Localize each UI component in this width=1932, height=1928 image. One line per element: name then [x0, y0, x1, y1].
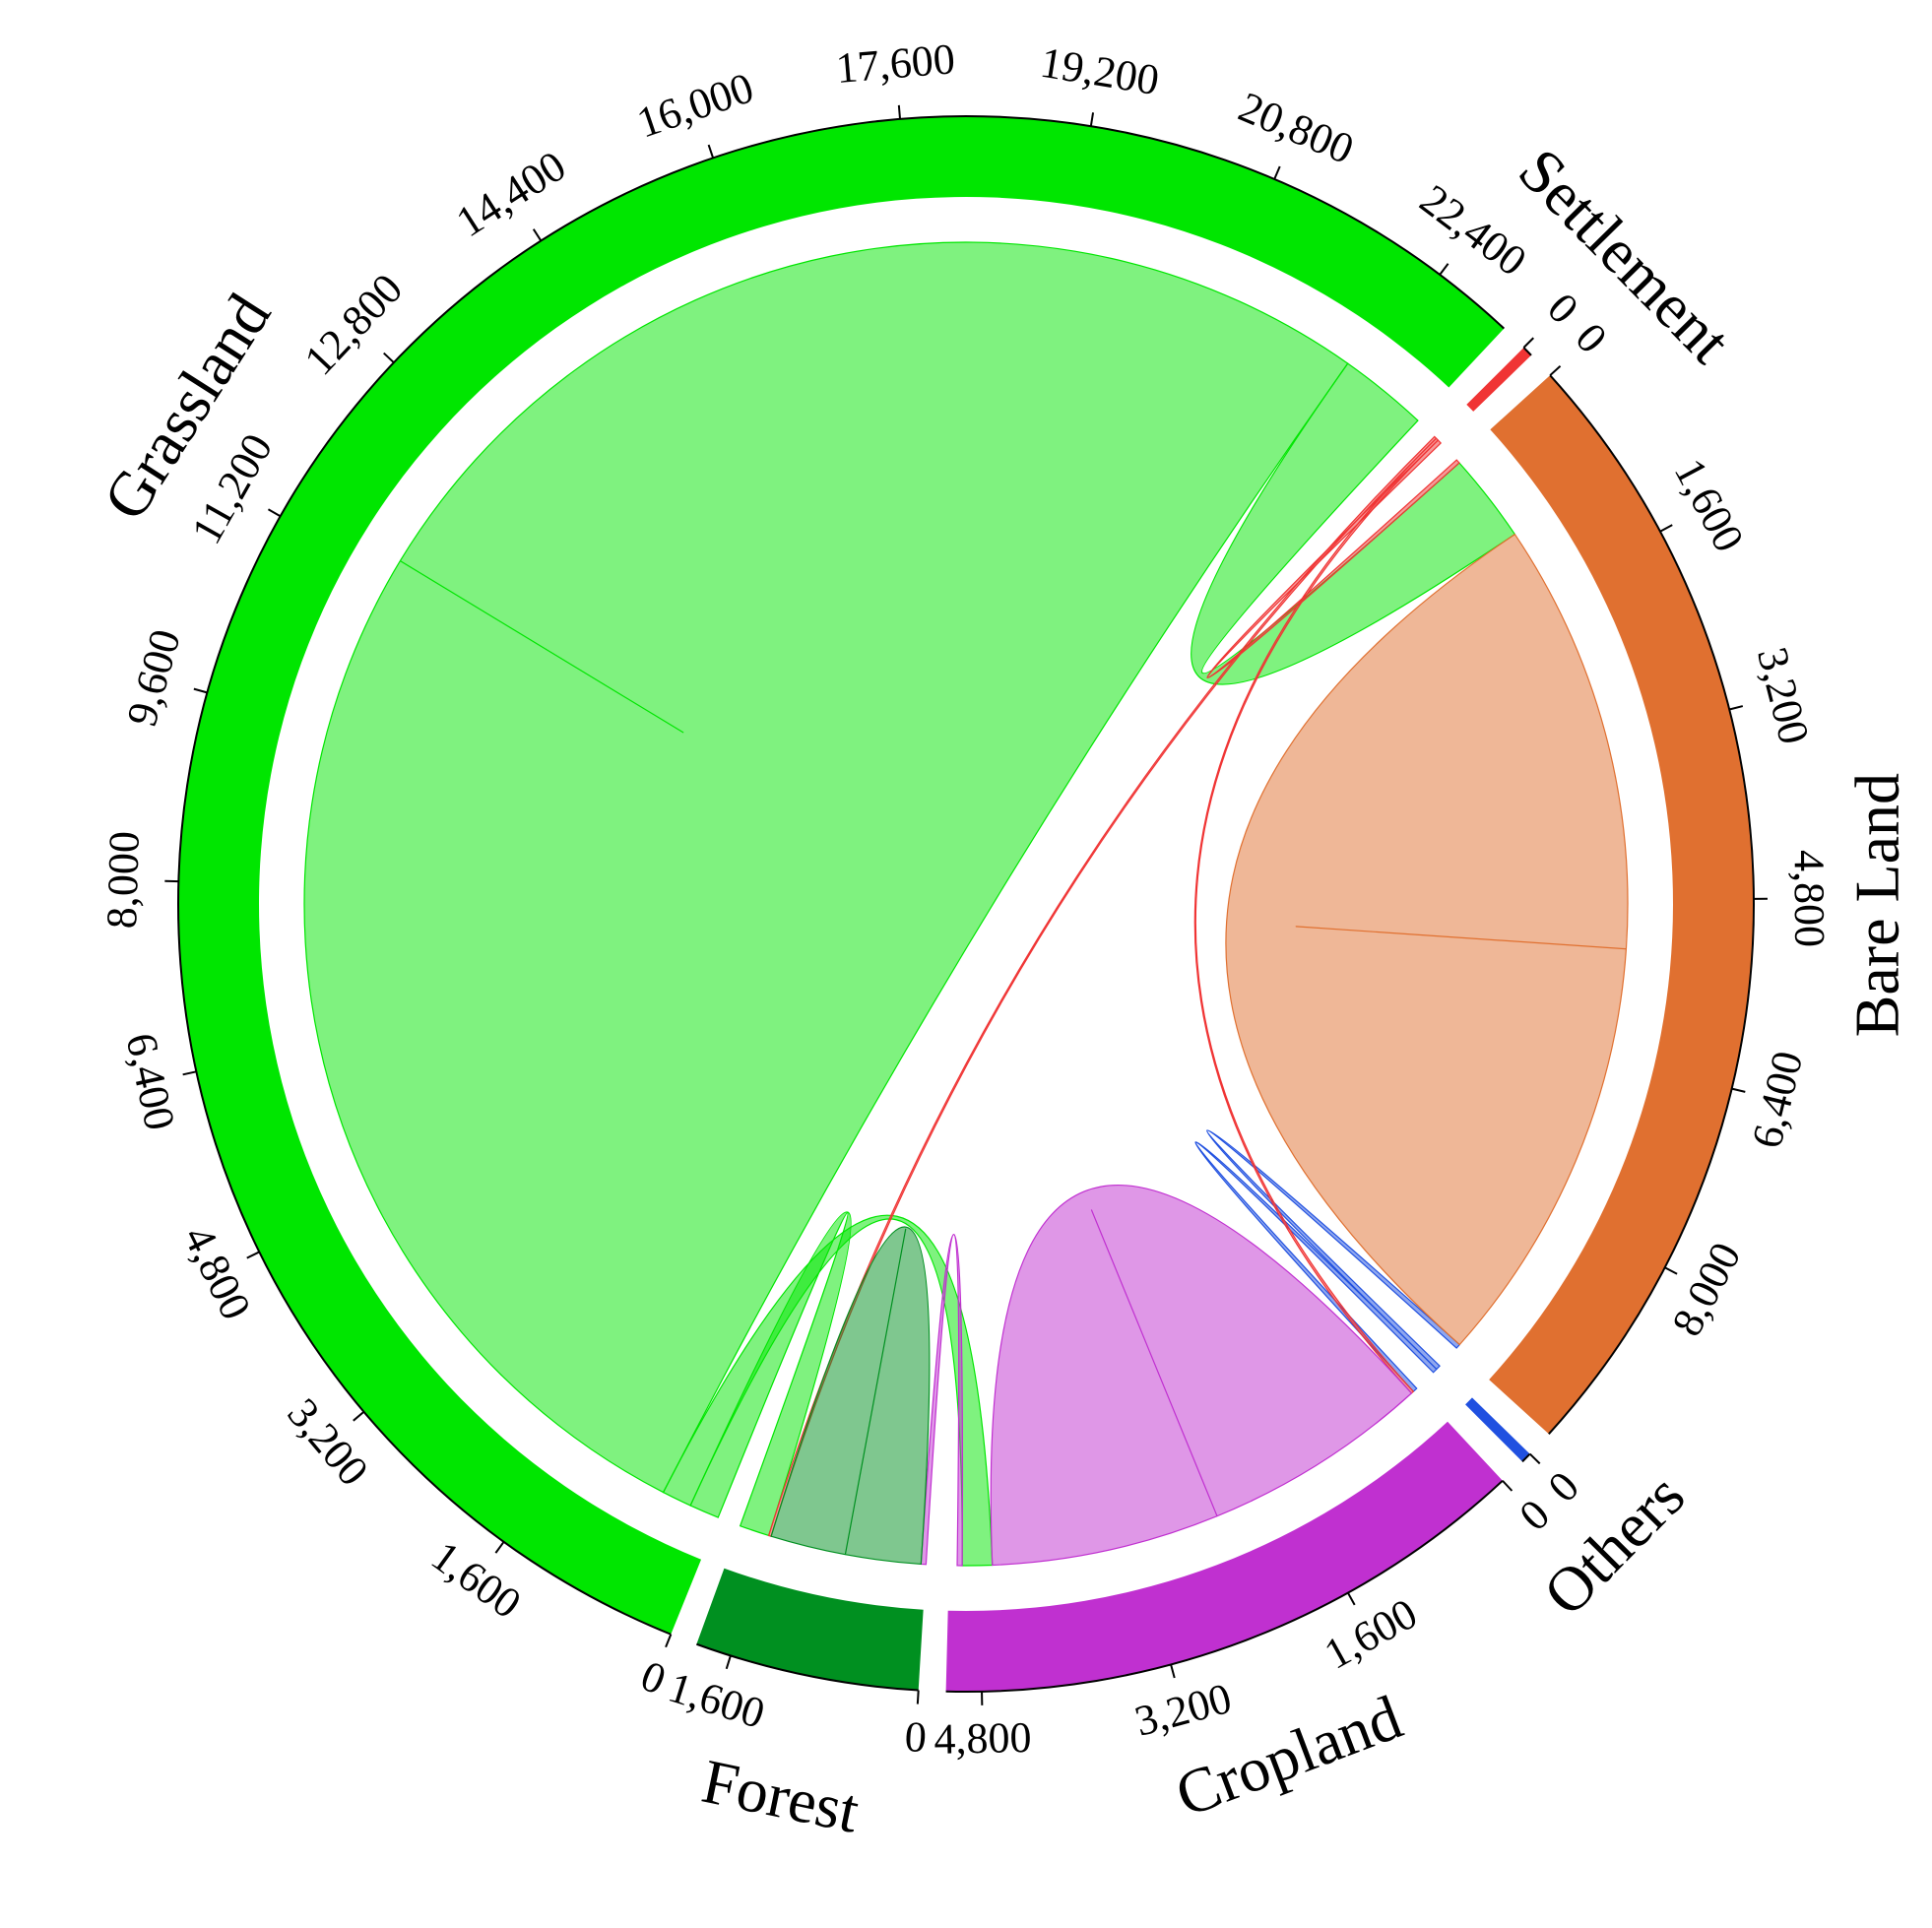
tick-mark [194, 689, 207, 693]
tick-mark [899, 105, 900, 119]
tick-mark [1171, 1664, 1175, 1678]
tick-label: 3,200 [1748, 643, 1819, 749]
tick-mark [1660, 525, 1672, 532]
tick-mark [354, 1412, 364, 1421]
tick-label: 20,800 [1232, 83, 1361, 173]
tick-mark [495, 1542, 503, 1553]
tick-mark [1440, 264, 1448, 275]
tick-label: 19,200 [1037, 38, 1162, 105]
tick-mark [918, 1691, 919, 1704]
tick-mark [709, 145, 713, 158]
tick-label: 8,000 [97, 830, 149, 929]
tick-mark [1523, 338, 1533, 348]
tick-mark [183, 1071, 197, 1074]
tick-label: 1,600 [1665, 451, 1754, 559]
tick-mark [1091, 112, 1093, 126]
tick-label: 1,600 [663, 1663, 770, 1738]
tick-label: 4,800 [934, 1713, 1032, 1764]
tick-mark [1348, 1593, 1355, 1605]
tick-mark [666, 1635, 671, 1647]
tick-label: 3,200 [1129, 1674, 1236, 1746]
tick-label: 17,600 [834, 34, 957, 93]
sector-label: Settlement [1506, 135, 1745, 376]
tick-label: 6,400 [116, 1029, 184, 1134]
tick-label: 16,000 [631, 63, 759, 147]
ribbons [304, 242, 1628, 1566]
tick-label: 4,800 [174, 1218, 261, 1326]
tick-mark [268, 509, 280, 516]
tick-label: 4,800 [1785, 850, 1835, 947]
tick-label: 0 [1538, 284, 1587, 333]
tick-mark [727, 1655, 731, 1668]
tick-label: 8,000 [1662, 1235, 1750, 1343]
tick-mark [1550, 366, 1560, 375]
sector-label: Forest [696, 1746, 865, 1846]
tick-label: 0 [1511, 1490, 1559, 1540]
tick-mark [1665, 1267, 1677, 1273]
tick-mark [1530, 1454, 1540, 1464]
tick-label: 0 [903, 1712, 928, 1762]
tick-mark [247, 1252, 260, 1257]
tick-label: 0 [1539, 1462, 1588, 1511]
tick-mark [534, 229, 542, 241]
tick-label: 0 [1566, 314, 1616, 362]
tick-label: 6,400 [1743, 1047, 1813, 1153]
tick-mark [1732, 1089, 1746, 1092]
tick-mark [1274, 166, 1279, 179]
tick-label: 1,600 [1317, 1589, 1425, 1679]
sector-arc [696, 1569, 923, 1691]
tick-mark [1729, 706, 1743, 709]
tick-mark [384, 353, 394, 363]
tick-mark [1503, 1481, 1513, 1491]
sector-label: Bare Land [1842, 773, 1912, 1037]
tick-label: 9,600 [117, 624, 190, 732]
